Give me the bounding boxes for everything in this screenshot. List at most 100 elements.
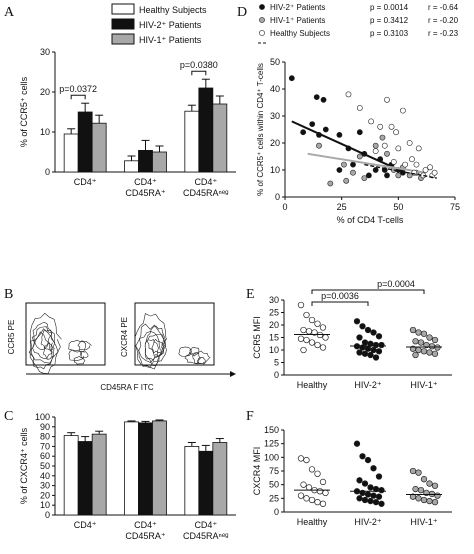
data-point xyxy=(322,489,329,497)
data-point xyxy=(395,145,402,152)
data-point xyxy=(308,339,316,346)
data-point xyxy=(370,465,377,472)
data-point xyxy=(297,492,305,499)
x-axis-label: % of CD4 T-cells xyxy=(337,215,404,225)
y-tick-label: 30 xyxy=(40,481,50,491)
panel-label-c: C xyxy=(4,409,13,424)
data-point xyxy=(427,164,433,171)
y-tick-label: 30 xyxy=(269,295,279,305)
data-point xyxy=(415,346,422,354)
data-point xyxy=(316,488,324,495)
y-axis-label: % of CXCR4⁺ cells xyxy=(19,427,29,504)
data-point xyxy=(320,96,327,103)
data-point xyxy=(350,169,356,176)
p-value-label: p=0.0036 xyxy=(321,291,359,301)
category-label: CD4⁺ xyxy=(74,520,97,530)
data-point xyxy=(365,172,372,179)
bar xyxy=(198,450,214,516)
significance-bracket xyxy=(70,94,86,100)
data-point xyxy=(300,129,307,136)
bar xyxy=(77,441,93,516)
data-point xyxy=(361,496,369,504)
data-point xyxy=(364,345,372,352)
data-point xyxy=(356,495,363,502)
flow-contour xyxy=(40,329,56,351)
category-label: Healthy xyxy=(297,517,328,527)
flow-contour xyxy=(134,313,168,363)
data-point xyxy=(428,490,436,498)
data-point xyxy=(395,172,402,179)
data-point xyxy=(356,153,363,160)
data-point xyxy=(415,329,422,336)
legend-marker xyxy=(259,30,265,36)
y-tick-label: 10 xyxy=(40,127,50,137)
data-point xyxy=(308,466,316,473)
data-point xyxy=(409,156,415,163)
legend-a-label-hiv1: HIV-1⁺ Patients xyxy=(139,35,202,45)
data-point xyxy=(415,469,422,476)
legend-r-value: r = -0.23 xyxy=(428,29,459,38)
data-point xyxy=(426,480,433,487)
fit-line xyxy=(364,163,437,179)
flow-contour xyxy=(146,325,166,354)
data-point xyxy=(356,105,363,111)
data-point xyxy=(434,492,441,499)
flow-contour xyxy=(188,346,200,357)
category-label: HIV-1⁺ xyxy=(410,380,438,390)
data-point xyxy=(415,145,422,152)
flow-contour xyxy=(68,349,84,362)
bar xyxy=(124,160,139,173)
data-point xyxy=(415,495,422,502)
bar xyxy=(184,110,200,173)
data-point xyxy=(431,169,438,176)
data-point xyxy=(420,348,428,355)
data-point xyxy=(367,497,374,505)
chart-f: 0 25 50 75 100 125 150 CXCR4 MFI Healthy HIV-2⁺ HI… xyxy=(252,425,452,527)
category-label: HIV-1⁺ xyxy=(410,517,438,527)
flow-contour xyxy=(29,312,62,364)
data-point xyxy=(314,341,321,349)
p-value-label: p=0.0004 xyxy=(377,279,415,289)
data-point xyxy=(375,473,383,480)
flow-contour xyxy=(80,351,89,359)
bar xyxy=(91,433,107,516)
bar xyxy=(63,133,79,173)
flow-ylabel-ccr5: CCR5 PE xyxy=(7,320,16,355)
data-point xyxy=(305,328,313,335)
y-tick-label: 40 xyxy=(270,84,280,94)
flow-contour xyxy=(32,322,52,351)
bar xyxy=(212,103,228,173)
data-point xyxy=(303,311,310,319)
data-point xyxy=(297,301,305,309)
data-point xyxy=(372,167,379,173)
category-label: CD4⁺ xyxy=(194,520,217,530)
y-tick-label: 50 xyxy=(270,57,280,67)
data-point xyxy=(406,172,413,179)
bar xyxy=(198,87,214,173)
category-label: CD4⁺ xyxy=(74,177,97,187)
data-point xyxy=(359,323,366,330)
data-point xyxy=(384,172,390,179)
data-point xyxy=(412,485,419,493)
legend-p-value: p = 0.3412 xyxy=(370,16,409,25)
data-point xyxy=(308,496,316,504)
category-label: HIV-2⁺ xyxy=(354,517,382,527)
legend-a: Healthy Subjects HIV-2⁺ Patients HIV-1⁺ … xyxy=(111,3,207,45)
x-tick-label: 50 xyxy=(393,202,403,212)
y-tick-label: 20 xyxy=(40,87,50,97)
legend-label: HIV-1⁺ Patients xyxy=(270,16,325,25)
data-point xyxy=(390,158,397,165)
legend-label: Healthy Subjects xyxy=(270,29,330,38)
data-point xyxy=(319,324,327,331)
data-point xyxy=(314,320,321,327)
data-point xyxy=(316,142,322,149)
y-tick-label: 40 xyxy=(40,471,50,481)
significance-bracket xyxy=(311,289,425,294)
data-point xyxy=(322,334,329,341)
data-point xyxy=(399,107,406,114)
data-point xyxy=(300,481,307,488)
data-point xyxy=(412,351,419,359)
flow-contour xyxy=(196,356,207,365)
